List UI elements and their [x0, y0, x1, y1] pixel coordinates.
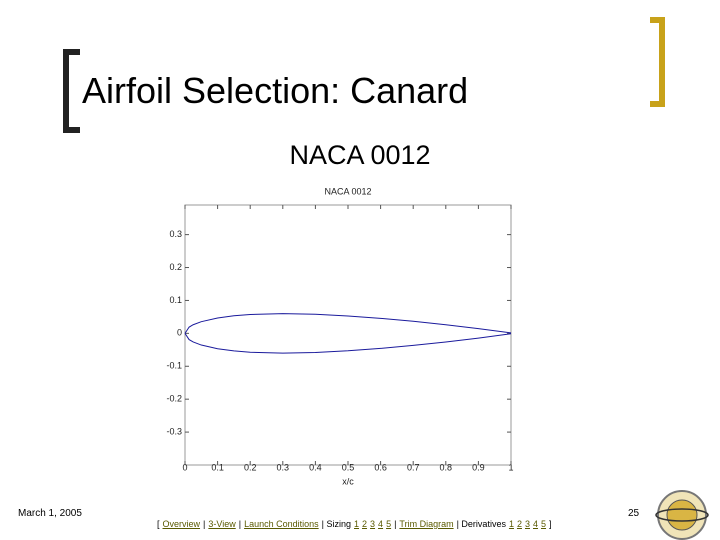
nav-link[interactable]: 1 [508, 519, 514, 529]
nav-link[interactable]: 5 [386, 519, 392, 529]
x-axis-label: x/c [342, 476, 354, 486]
nav-text: | Sizing [321, 519, 351, 529]
chart-title: NACA 0012 [324, 186, 371, 196]
nav-text: | [394, 519, 397, 529]
x-tick-label: 0.2 [244, 462, 257, 472]
x-tick-label: 0.1 [211, 462, 224, 472]
nav-link[interactable]: 3 [524, 519, 530, 529]
logo [655, 490, 709, 540]
nav-link[interactable]: Trim Diagram [399, 519, 454, 529]
y-tick-label: -0.2 [166, 394, 182, 404]
nav-link[interactable]: 4 [378, 519, 384, 529]
footer-nav: [Overview | 3-View | Launch Conditions | Sizi… [157, 519, 552, 529]
left-bracket [63, 49, 80, 133]
nav-link[interactable]: 2 [516, 519, 522, 529]
x-tick-label: 0.4 [309, 462, 322, 472]
nav-link[interactable]: 4 [533, 519, 539, 529]
nav-text: | [203, 519, 206, 529]
x-tick-label: 0.8 [440, 462, 453, 472]
nav-link[interactable]: 2 [362, 519, 368, 529]
airfoil-line [184, 313, 512, 334]
slide-subtitle: NACA 0012 [289, 140, 431, 170]
nav-link[interactable]: 3-View [208, 519, 236, 529]
nav-text: [ [157, 519, 160, 529]
nav-text: ] [549, 519, 552, 529]
nav-link[interactable]: Overview [162, 519, 201, 529]
nav-text: | [238, 519, 242, 529]
x-tick-label: 1 [508, 462, 513, 472]
y-tick-label: 0.1 [169, 295, 182, 305]
page-number: 25 [628, 508, 640, 519]
x-tick-label: 0.9 [472, 462, 485, 472]
x-tick-label: 0.7 [407, 462, 420, 472]
nav-link[interactable]: 3 [370, 519, 376, 529]
nav-text: | Derivatives [456, 519, 506, 529]
x-tick-label: 0.6 [374, 462, 387, 472]
y-tick-label: 0.3 [169, 229, 182, 239]
nav-link[interactable]: 5 [541, 519, 547, 529]
y-tick-label: -0.3 [166, 426, 182, 436]
plot-frame [184, 204, 512, 466]
y-tick-label: -0.1 [166, 361, 182, 371]
airfoil-line [184, 333, 512, 354]
right-bracket [650, 17, 665, 107]
y-tick-label: 0 [177, 328, 182, 338]
x-tick-label: 0 [182, 462, 187, 472]
x-tick-label: 0.5 [342, 462, 355, 472]
x-tick-label: 0.3 [277, 462, 290, 472]
nav-link[interactable]: Launch Conditions [244, 519, 319, 529]
y-tick-label: 0.2 [169, 262, 182, 272]
date: March 1, 2005 [18, 508, 82, 519]
slide-title: Airfoil Selection: Canard [82, 70, 469, 111]
nav-link[interactable]: 1 [354, 519, 360, 529]
